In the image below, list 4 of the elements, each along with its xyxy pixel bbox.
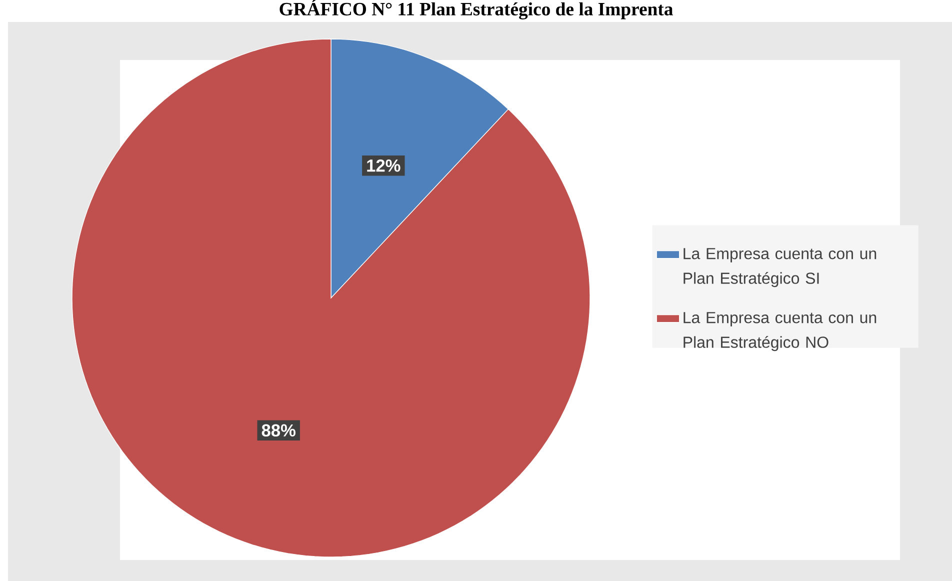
legend-label: La Empresa cuenta con un Plan Estratégico NO	[684, 312, 876, 352]
data-label: 88%	[262, 424, 296, 437]
legend-label: La Empresa cuenta con un Plan Estratégico SI	[684, 248, 876, 288]
data-label: 12%	[367, 159, 400, 172]
